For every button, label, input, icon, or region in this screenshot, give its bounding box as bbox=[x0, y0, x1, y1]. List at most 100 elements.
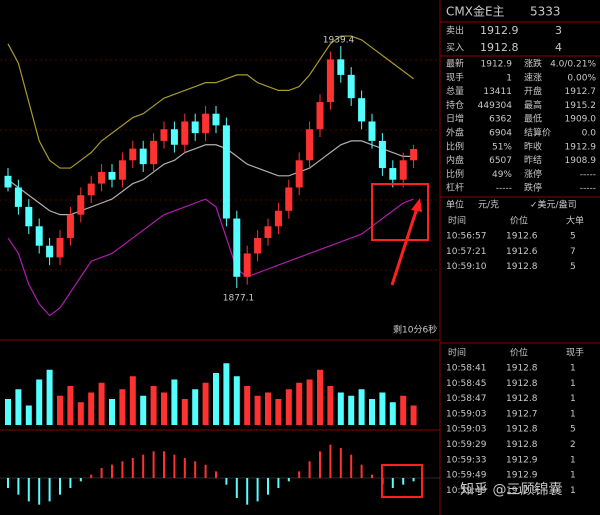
volume-bar bbox=[306, 379, 313, 425]
field-value: 1 bbox=[506, 73, 512, 83]
volume-bar bbox=[389, 402, 396, 425]
watermark: 知乎 @三顾锦囊 bbox=[460, 481, 562, 498]
field-value: 51% bbox=[492, 142, 512, 152]
field-label: 外盘 bbox=[446, 127, 464, 139]
volume-bar bbox=[233, 376, 240, 425]
candle-body bbox=[66, 214, 74, 238]
tick-price: 1912.9 bbox=[506, 455, 538, 465]
field-value: 49% bbox=[492, 170, 512, 180]
plot: 1939.4 1877.1 bbox=[4, 35, 418, 505]
field-value: 1912.9 bbox=[565, 142, 597, 152]
candle-body bbox=[358, 98, 366, 122]
tick-qty: 1 bbox=[570, 364, 576, 374]
tick-time: 10:59:49 bbox=[446, 486, 487, 496]
candle-body bbox=[139, 148, 147, 165]
tick-time: 10:56:57 bbox=[446, 232, 486, 242]
field-label: 涨停 bbox=[524, 168, 542, 180]
field-label: 涨跌 bbox=[524, 59, 542, 70]
list-header: 大单 bbox=[566, 215, 584, 227]
volume-bar bbox=[77, 402, 84, 425]
field-value: 6362 bbox=[489, 115, 512, 125]
volume-bar bbox=[171, 379, 178, 425]
volume-bar bbox=[161, 392, 167, 425]
high-label: 1939.4 bbox=[323, 36, 355, 46]
candle-body bbox=[410, 149, 418, 161]
unit: 元/克 bbox=[478, 200, 499, 211]
candle-body bbox=[233, 218, 241, 277]
volume-bar bbox=[119, 389, 126, 425]
list-header: 现手 bbox=[566, 347, 584, 359]
volume-bar bbox=[296, 382, 303, 425]
field-label: 比例 bbox=[446, 168, 464, 180]
volume-bar bbox=[317, 369, 323, 425]
tick-price: 1912.8 bbox=[506, 364, 538, 374]
candle-body bbox=[98, 171, 106, 184]
volume-bar bbox=[379, 392, 386, 425]
field-value: 449304 bbox=[478, 101, 513, 111]
field-value: ----- bbox=[496, 184, 512, 194]
tick-price: 1912.8 bbox=[506, 425, 538, 435]
field-label: 持仓 bbox=[446, 99, 464, 111]
field-label: 现手 bbox=[446, 71, 464, 83]
volume-bar bbox=[98, 382, 105, 425]
tick-time: 10:58:47 bbox=[446, 394, 486, 404]
tick-qty: 5 bbox=[570, 262, 576, 272]
highlight-box bbox=[371, 183, 429, 241]
countdown: 剩10分6秒 bbox=[393, 324, 437, 336]
low-label: 1877.1 bbox=[223, 294, 255, 304]
field-value: 0.00% bbox=[567, 73, 596, 83]
field-label: 开盘 bbox=[524, 85, 542, 97]
volume-bar bbox=[109, 399, 115, 425]
tick-price: 1912.8 bbox=[506, 379, 538, 389]
field-label: 内盘 bbox=[446, 154, 464, 166]
volume-bar bbox=[265, 392, 271, 425]
candle-body bbox=[399, 160, 407, 180]
band-line bbox=[7, 198, 414, 317]
tick-time: 10:59:49 bbox=[446, 471, 487, 481]
candle-body bbox=[337, 59, 345, 75]
field-label: 跌停 bbox=[524, 182, 542, 194]
band-line bbox=[7, 35, 414, 169]
candle-body bbox=[254, 237, 262, 254]
volume-bar bbox=[181, 399, 188, 425]
volume-bar bbox=[244, 386, 251, 425]
tick-price: 1912.6 bbox=[506, 247, 538, 257]
arrow bbox=[390, 204, 420, 286]
field-value: 1915.2 bbox=[565, 101, 597, 111]
field-label: 速涨 bbox=[524, 72, 542, 83]
field-value: 1908.9 bbox=[565, 156, 597, 166]
volume-bar bbox=[369, 399, 375, 425]
tick-time: 10:58:41 bbox=[446, 364, 486, 374]
volume-bar bbox=[213, 373, 219, 425]
buy-price: 1912.8 bbox=[480, 41, 519, 54]
candle-body bbox=[191, 121, 199, 134]
field-value: ----- bbox=[580, 170, 596, 180]
tick-qty: 1 bbox=[570, 394, 576, 404]
volume-bar bbox=[150, 386, 157, 425]
candle-body bbox=[326, 59, 334, 103]
quote-code: 5333 bbox=[530, 5, 561, 19]
candle-body bbox=[181, 121, 189, 145]
list-header: 价位 bbox=[510, 215, 528, 227]
candle-body bbox=[274, 210, 282, 227]
field-value: 1912.7 bbox=[565, 87, 597, 97]
candle-body bbox=[243, 253, 251, 277]
candle-body bbox=[202, 113, 210, 134]
volume-bar bbox=[275, 399, 282, 425]
volume-bar bbox=[192, 389, 199, 425]
field-label: 最低 bbox=[524, 113, 542, 125]
field-label: 昨收 bbox=[524, 140, 542, 152]
tick-time: 10:59:03 bbox=[446, 409, 486, 419]
sell-price: 1912.9 bbox=[480, 24, 519, 37]
candle-body bbox=[87, 183, 95, 196]
list-header: 时间 bbox=[448, 347, 466, 359]
tick-qty: 1 bbox=[570, 455, 576, 465]
highlight-box bbox=[381, 464, 423, 498]
tick-qty: 1 bbox=[570, 486, 576, 496]
field-label: 日增 bbox=[446, 113, 464, 125]
volume-bar bbox=[15, 389, 22, 425]
volume-bar bbox=[410, 405, 417, 425]
field-value: 6507 bbox=[489, 156, 512, 166]
field-label: 最新 bbox=[446, 58, 464, 70]
